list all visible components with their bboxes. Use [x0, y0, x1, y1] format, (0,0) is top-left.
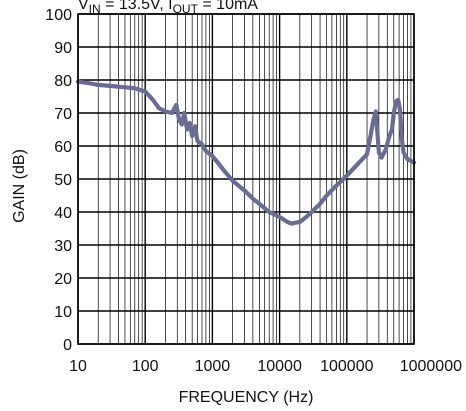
y-tick-label: 100	[45, 7, 72, 24]
plot-frame	[77, 13, 415, 345]
chart-title: VIN = 13.5V, IOUT = 10mA	[78, 0, 258, 16]
y-tick-label: 50	[54, 172, 72, 189]
title-i-subscript: OUT	[173, 2, 199, 16]
y-tick-label: 70	[54, 106, 72, 123]
x-tick-label: 10	[69, 358, 87, 375]
y-tick-label: 90	[54, 40, 72, 57]
y-tick-label: 40	[54, 205, 72, 222]
x-tick-label: 10000	[257, 358, 302, 375]
title-v-value: = 13.5V,	[101, 0, 168, 13]
gain-series-line	[75, 79, 417, 226]
y-tick-label: 60	[54, 139, 72, 156]
y-tick-label: 0	[63, 337, 72, 354]
y-tick-label: 10	[54, 304, 72, 321]
x-tick-labels: 10 100 1000 10000 100000 1000000	[69, 358, 462, 375]
x-tick-label: 1000	[195, 358, 231, 375]
title-v-symbol: V	[78, 0, 89, 13]
x-tick-label: 100000	[320, 358, 373, 375]
x-tick-label: 1000000	[400, 358, 462, 375]
y-tick-label: 20	[54, 271, 72, 288]
y-tick-labels: 0 10 20 30 40 50 60 70 80 90 100	[45, 7, 72, 354]
y-axis-title: GAIN (dB)	[11, 149, 28, 223]
y-tick-label: 30	[54, 238, 72, 255]
y-tick-label: 80	[54, 73, 72, 90]
series-layer	[75, 79, 417, 226]
major-gridlines	[77, 13, 415, 345]
title-i-value: = 10mA	[198, 0, 258, 13]
title-i-symbol: I	[168, 0, 172, 13]
title-v-subscript: IN	[89, 2, 101, 16]
x-tick-label: 100	[132, 358, 159, 375]
x-axis-title: FREQUENCY (Hz)	[179, 389, 314, 406]
